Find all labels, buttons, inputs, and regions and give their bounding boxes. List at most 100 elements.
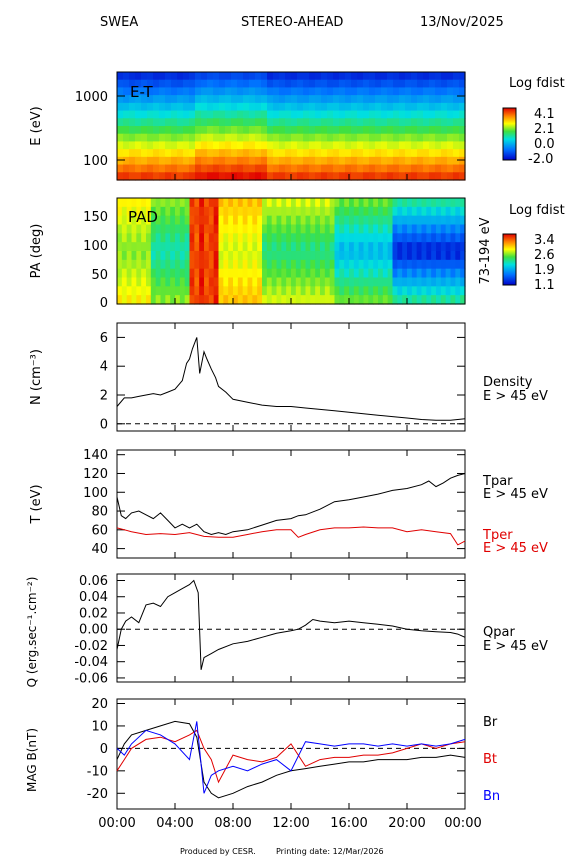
pad-heatmap-cell [141,233,147,243]
et-heatmap-cell [363,79,370,89]
pad-heatmap-cell [315,242,321,252]
et-heatmap-cell [273,126,280,135]
pad-heatmap-cell [204,206,210,217]
et-heatmap-cell [231,110,238,119]
et-heatmap-cell [243,156,250,166]
pad-heatmap-cell [411,268,418,279]
pad-heatmap-cell [349,198,355,208]
pad-heatmap-cell [208,198,215,208]
pad-heatmap-cell [382,259,389,270]
pad-heatmap-cell [252,277,258,287]
et-heatmap-cell [129,164,136,173]
pad-heatmap-cell [194,286,200,296]
pad-heatmap-cell [358,224,365,234]
et-heatmap-cell [195,156,202,166]
pad-heatmap-cell [179,198,186,208]
et-heatmap-cell [399,172,406,181]
et-heatmap-cell [399,149,406,158]
et-heatmap-cell [117,133,124,143]
pad-heatmap-cell [276,198,282,208]
pad-heatmap-cell [281,286,287,296]
et-heatmap-cell [345,87,352,96]
pad-heatmap-cell [426,268,432,279]
pad-heatmap-cell [416,198,423,208]
et-heatmap-cell [141,72,148,81]
pad-heatmap-cell [295,286,302,296]
density-lines [116,337,466,425]
et-heatmap-cell [165,164,172,173]
pad-heatmap-cell [262,206,268,217]
et-heatmap-cell [273,172,280,181]
pad-heatmap-cell [233,295,239,305]
pad-heatmap-cell [320,198,326,208]
pad-heatmap-cell [141,224,147,234]
et-heatmap-cell [255,110,262,119]
density-label-energy: E > 45 eV [483,389,548,404]
pad-heatmap-cell [373,295,379,305]
pad-heatmap-cell [344,251,350,261]
pad-heatmap-cell [363,215,369,226]
et-heatmap-cell [165,102,172,112]
et-heatmap-cell [213,156,220,166]
et-heatmap-cell [237,110,244,119]
pad-heatmap-cell [334,295,340,305]
et-heatmap-cell [285,87,292,96]
et-heatmap-cell [363,172,370,181]
pad-heatmap-cell [397,295,403,305]
pad-heatmap-cell [310,251,316,261]
pad-heatmap-cell [315,215,321,226]
pad-heatmap-cell [436,206,442,217]
pad-heatmap-cell [262,251,268,261]
et-heatmap-cell [255,149,262,158]
pad-heatmap-cell [368,268,374,279]
pad-heatmap-cell [126,215,133,226]
et-heatmap-cell [321,156,328,166]
pad-heatmap-cell [315,259,321,270]
et-heatmap-cell [213,164,220,173]
et-heatmap-cell [141,164,148,173]
et-heatmap-cell [423,172,430,181]
pad-heatmap-cell [295,242,302,252]
pad-heatmap-cell [445,206,452,217]
et-heatmap-cell [237,126,244,135]
et-heatmap-cell [345,126,352,135]
et-heatmap-cell [123,126,130,135]
pad-heatmap-cell [368,251,374,261]
pad-heatmap-cell [416,224,423,234]
et-heatmap-cell [399,110,406,119]
et-heatmap-cell [225,118,232,127]
et-heatmap-cell [393,156,400,166]
pad-heatmap-cell [213,198,220,208]
pad-heatmap-cell [136,206,142,217]
et-heatmap-cell [267,156,274,166]
pad-colorbar-title: Log fdist [509,203,565,218]
pad-heatmap-cell [199,233,205,243]
pad-heatmap-cell [421,286,427,296]
pad-heatmap-cell [324,215,331,226]
et-heatmap-cell [207,102,214,112]
heatflux-ytick-label: 0.00 [79,623,108,638]
et-heatmap-cell [291,126,298,135]
pad-heatmap-cell [353,224,360,234]
et-heatmap-cell [423,164,430,173]
et-heatmap-cell [279,102,286,112]
et-heatmap-cell [177,126,184,135]
pad-heatmap-cell [228,251,234,261]
pad-heatmap-cell [334,259,340,270]
temperature-series-tpar [116,473,466,536]
et-heatmap-cell [171,141,178,150]
pad-heatmap-cell [126,259,133,270]
pad-heatmap-cell [146,198,152,208]
et-heatmap-cell [243,95,250,104]
et-heatmap-cell [321,87,328,96]
et-heatmap-cell [279,110,286,119]
mag-ytick-label: 0 [100,742,108,757]
et-heatmap-cell [315,164,322,173]
et-heatmap-cell [201,110,208,119]
et-heatmap-cell [183,95,190,104]
pad-heatmap-cell [262,233,268,243]
pad-heatmap-cell [218,277,224,287]
pad-heatmap-cell [213,215,220,226]
pad-heatmap-cell [368,286,374,296]
pad-heatmap-cell [281,251,287,261]
